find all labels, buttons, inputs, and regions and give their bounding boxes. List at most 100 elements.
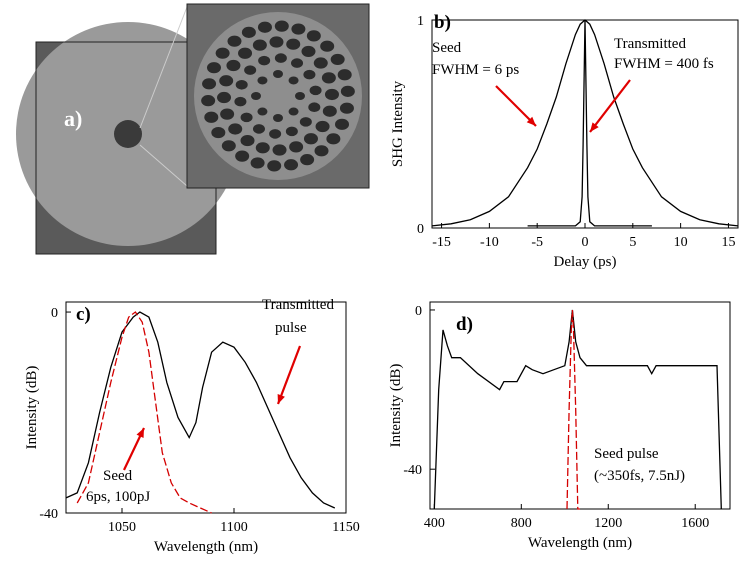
air-hole (288, 76, 299, 85)
zoom-line-top (139, 6, 188, 129)
x-tick-label: 5 (629, 235, 636, 250)
air-hole (201, 95, 216, 107)
air-hole (257, 107, 268, 116)
pointer-arrow-head (590, 122, 599, 132)
y-tick-label: 1 (417, 14, 424, 29)
air-hole (301, 45, 316, 58)
series-line-1 (76, 311, 212, 514)
air-hole (228, 123, 243, 135)
annotation-text: Seed (103, 468, 133, 484)
air-hole (257, 76, 268, 85)
air-hole (221, 140, 236, 152)
air-hole (335, 118, 350, 130)
x-tick-label: 10 (674, 235, 688, 250)
annotation-text: Seed pulse (594, 446, 659, 462)
air-hole (300, 154, 315, 166)
air-hole (321, 72, 336, 84)
y-tick-label: -40 (39, 507, 58, 522)
air-hole (313, 57, 328, 69)
x-tick-label: 800 (511, 516, 532, 531)
air-hole (309, 85, 322, 96)
air-hole (289, 141, 304, 153)
air-hole (217, 91, 232, 104)
panel-a-micrograph: a) (16, 3, 370, 255)
air-hole (330, 53, 345, 66)
panel-a-label: a) (64, 106, 82, 131)
zoom-inset-cladding (194, 12, 362, 180)
air-hole (326, 133, 341, 145)
air-hole (295, 92, 305, 100)
air-hole (206, 62, 221, 74)
pointer-arrow-shaft (276, 345, 302, 405)
y-tick-label: 0 (415, 304, 422, 319)
annotation-text: FWHM = 400 fs (614, 56, 714, 72)
annotation-text: Transmitted (614, 36, 686, 52)
y-tick-label: 0 (51, 306, 58, 321)
air-hole (204, 111, 219, 123)
air-hole (250, 157, 265, 169)
air-hole-pattern (201, 20, 355, 172)
annotation-text: 6ps, 100pJ (86, 489, 150, 505)
air-hole (303, 69, 316, 80)
air-hole (339, 102, 354, 114)
air-hole (226, 59, 241, 72)
x-tick-label: 1600 (681, 516, 709, 531)
air-hole (284, 159, 299, 171)
air-hole (234, 96, 247, 107)
air-hole (258, 55, 271, 66)
x-tick-label: 400 (424, 516, 445, 531)
air-hole (306, 30, 321, 42)
annotation-text: Transmitted (262, 297, 334, 313)
air-hole (252, 39, 267, 51)
pointer-arrow-head (526, 116, 536, 126)
x-tick-label: 0 (582, 235, 589, 250)
air-hole (288, 107, 299, 116)
panel-b-chart: -15 -10 -5 0 5 10 15 0 1 Delay (ps) SHG Intensity b… (390, 12, 739, 270)
air-hole (267, 160, 282, 172)
annotation-text: (~350fs, 7.5nJ) (594, 468, 685, 484)
air-hole (314, 145, 329, 157)
annotation-text: Seed (432, 40, 462, 56)
air-hole (235, 79, 248, 90)
air-hole (241, 26, 256, 38)
y-tick-label: -40 (403, 463, 422, 478)
x-tick-label: 1100 (220, 520, 247, 535)
panel-d-chart: 400 800 1200 1600 -40 0 Wavelength (nm) Intensi… (388, 301, 731, 551)
fiber-core-region (114, 120, 142, 148)
air-hole (269, 129, 282, 139)
series-line-0 (65, 311, 336, 509)
air-hole (274, 53, 287, 63)
panel-label: d) (456, 314, 473, 335)
air-hole (308, 102, 321, 113)
annotation-text: pulse (275, 320, 307, 336)
y-axis-label: Intensity (dB) (24, 366, 40, 450)
x-tick-label: -15 (432, 235, 451, 250)
air-hole (257, 21, 272, 33)
series-line-1 (566, 309, 580, 510)
y-axis-label: SHG Intensity (390, 80, 406, 167)
air-hole (240, 134, 255, 147)
x-tick-label: 1200 (594, 516, 622, 531)
annotation-text: FWHM = 6 ps (432, 62, 519, 78)
air-hole (219, 75, 234, 87)
series-line-1 (527, 19, 652, 227)
air-hole (202, 78, 217, 90)
x-tick-label: -5 (531, 235, 543, 250)
air-hole (286, 38, 301, 50)
pointer-arrow-head (277, 394, 285, 404)
panel-c-chart: 1050 1100 1150 -40 0 Wavelength (nm) Intensity… (24, 297, 360, 555)
air-hole (238, 47, 253, 59)
air-hole (252, 124, 265, 134)
y-tick-label: 0 (417, 222, 424, 237)
air-hole (227, 35, 242, 47)
air-hole (273, 70, 283, 78)
x-tick-label: 1150 (332, 520, 359, 535)
air-hole (240, 112, 253, 123)
panel-label: b) (434, 12, 451, 33)
air-hole (244, 65, 257, 75)
air-hole (272, 144, 287, 156)
air-hole (315, 120, 330, 133)
zoom-line-bottom (139, 144, 188, 187)
air-hole (255, 142, 270, 154)
